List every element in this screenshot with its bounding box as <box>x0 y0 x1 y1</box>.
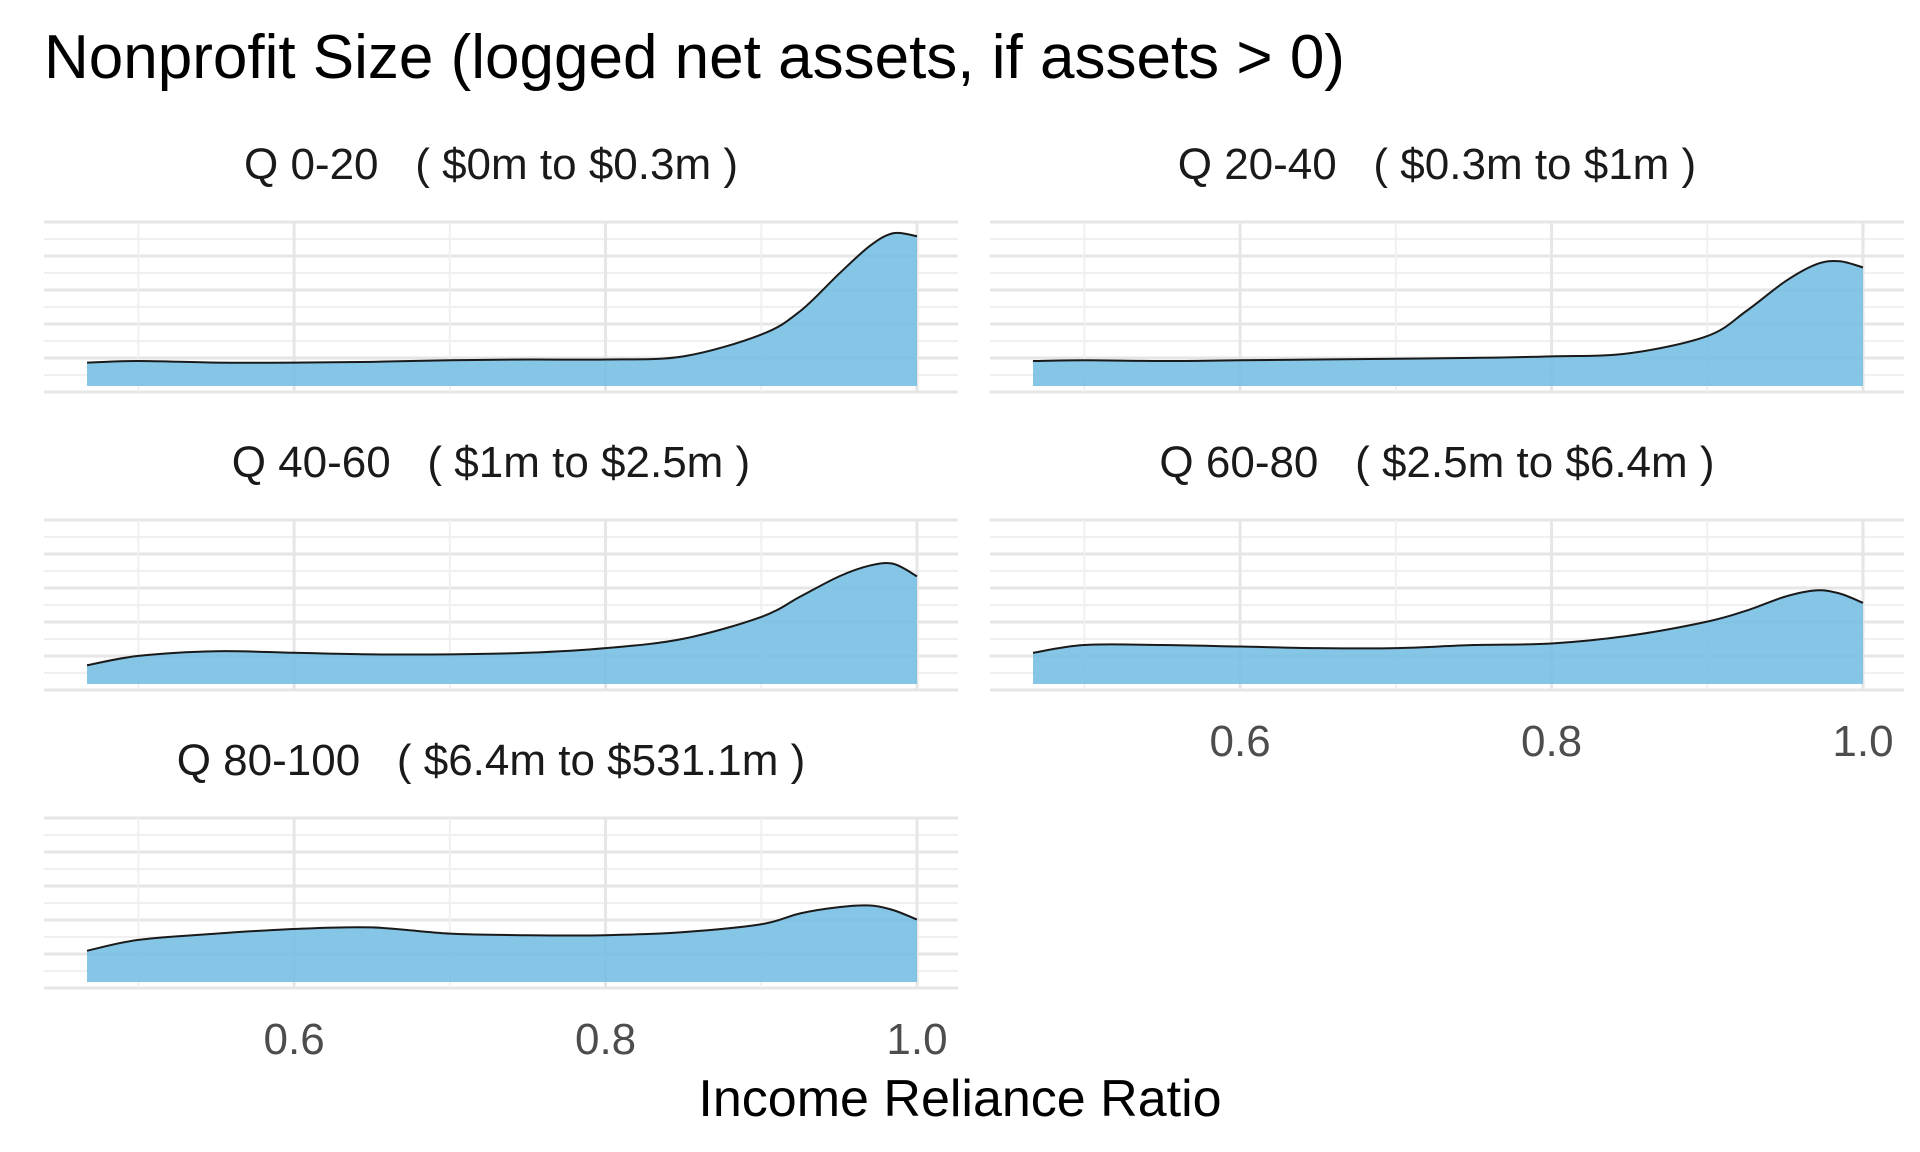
density-area <box>1033 590 1863 684</box>
density-line <box>86 562 918 667</box>
density-area <box>87 232 917 386</box>
density-line <box>86 904 918 952</box>
facet-panel-q40-60: Q 40-60 ( $1m to $2.5m ) <box>44 438 958 692</box>
x-tick-label: 0.8 <box>1521 717 1582 766</box>
density-line <box>1032 259 1864 363</box>
x-axis-ticks-left: 0.6 0.8 1.0 <box>264 1015 948 1064</box>
density-line <box>1032 589 1864 654</box>
strip-label-q60-80: Q 60-80 ( $2.5m to $6.4m ) <box>1159 438 1714 487</box>
strip-label-q20-40: Q 20-40 ( $0.3m to $1m ) <box>1178 140 1696 189</box>
x-tick-label: 0.6 <box>1210 717 1271 766</box>
facet-panel-q20-40: Q 20-40 ( $0.3m to $1m ) <box>990 140 1904 394</box>
x-tick-label: 1.0 <box>1832 717 1893 766</box>
strip-label-q40-60: Q 40-60 ( $1m to $2.5m ) <box>232 438 750 487</box>
facet-panel-q80-100: Q 80-100 ( $6.4m to $531.1m ) <box>44 736 958 990</box>
density-line <box>86 231 918 364</box>
density-area <box>87 563 917 684</box>
chart-title: Nonprofit Size (logged net assets, if as… <box>44 23 1345 92</box>
x-tick-label: 0.6 <box>264 1015 325 1064</box>
x-axis-ticks-right: 0.6 0.8 1.0 <box>1210 717 1894 766</box>
strip-label-q0-20: Q 0-20 ( $0m to $0.3m ) <box>244 140 738 189</box>
facet-panel-q0-20: Q 0-20 ( $0m to $0.3m ) <box>44 140 958 394</box>
x-axis-title: Income Reliance Ratio <box>698 1070 1222 1128</box>
facet-panel-q60-80: Q 60-80 ( $2.5m to $6.4m ) <box>990 438 1904 692</box>
x-tick-label: 1.0 <box>886 1015 947 1064</box>
strip-label-q80-100: Q 80-100 ( $6.4m to $531.1m ) <box>177 736 806 785</box>
density-area <box>87 905 917 982</box>
density-area <box>1033 260 1863 386</box>
x-tick-label: 0.8 <box>575 1015 636 1064</box>
